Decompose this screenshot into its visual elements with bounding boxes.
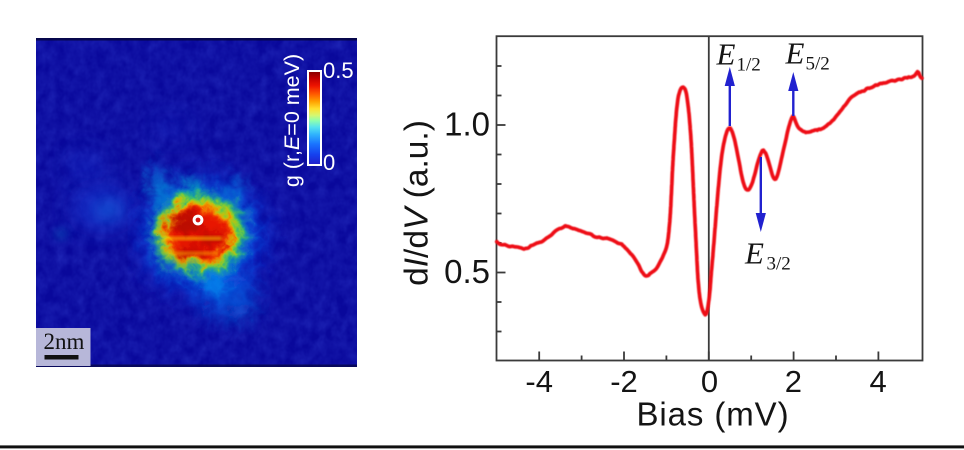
svg-text:3/2: 3/2: [767, 254, 791, 275]
svg-text:2nm: 2nm: [44, 329, 85, 354]
svg-text:-2: -2: [610, 364, 638, 399]
svg-text:E: E: [785, 36, 805, 71]
svg-text:-4: -4: [525, 364, 553, 399]
svg-text:0.5: 0.5: [444, 253, 490, 290]
svg-text:E: E: [744, 236, 764, 271]
svg-text:0.5: 0.5: [323, 58, 354, 83]
svg-text:Bias (mV): Bias (mV): [637, 396, 790, 433]
svg-text:1/2: 1/2: [737, 55, 761, 76]
svg-text:E: E: [716, 37, 736, 72]
svg-text:0: 0: [701, 364, 718, 399]
svg-text:4: 4: [869, 364, 886, 399]
svg-text:1.0: 1.0: [444, 106, 490, 143]
svg-text:dI/dV (a.u.): dI/dV (a.u.): [399, 120, 436, 286]
svg-text:g (r,E=0 meV): g (r,E=0 meV): [280, 54, 304, 187]
svg-text:2: 2: [785, 364, 802, 399]
svg-text:5/2: 5/2: [806, 54, 830, 75]
svg-text:0: 0: [323, 150, 335, 175]
